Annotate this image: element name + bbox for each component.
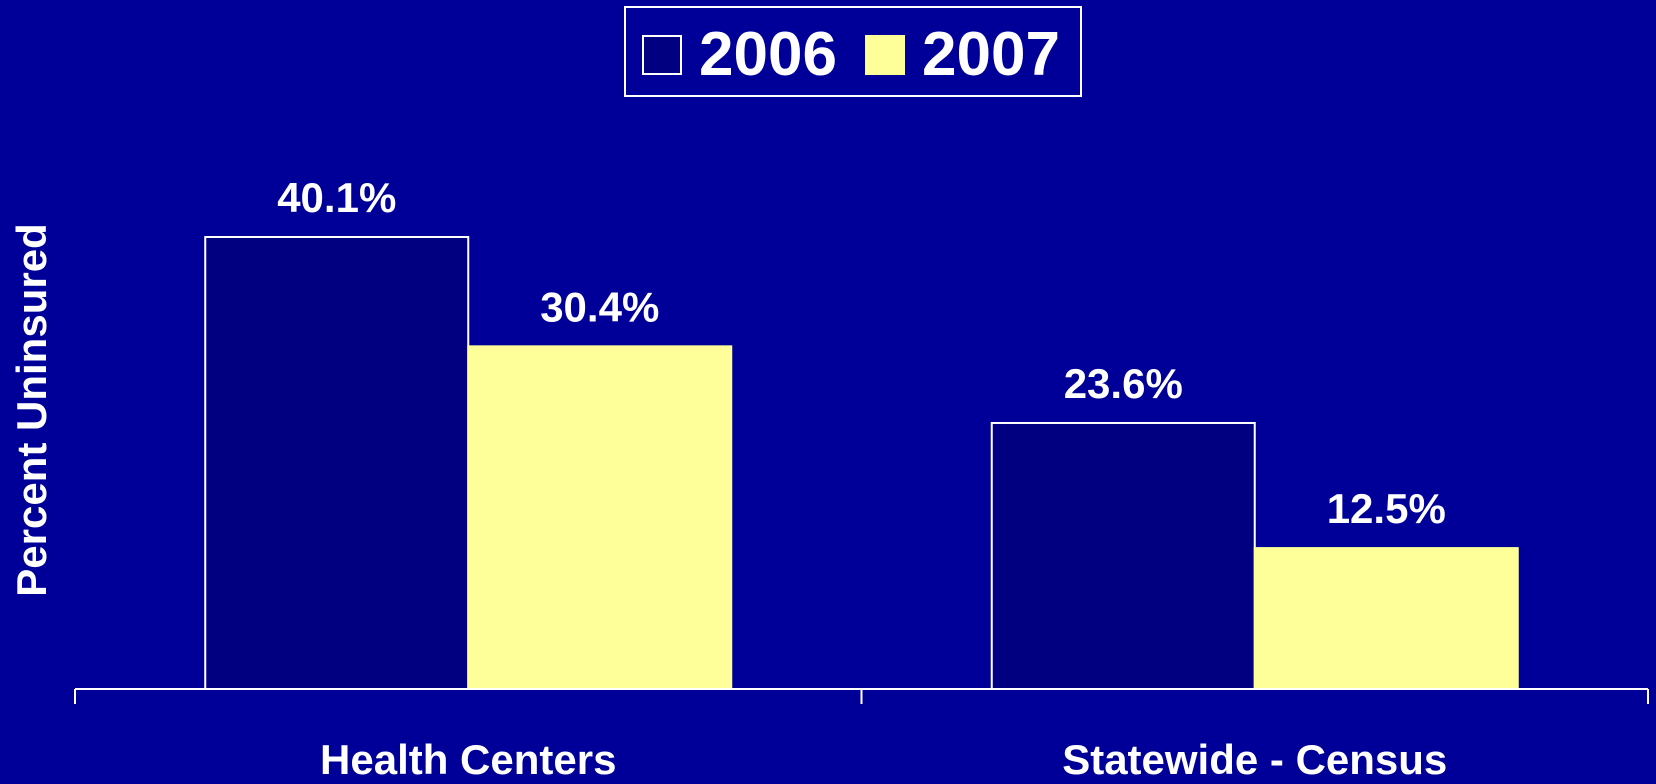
- legend-label-2006: 2006: [699, 20, 837, 89]
- legend-swatch-2007: [865, 35, 905, 75]
- bar-health-centers-2006: [204, 236, 470, 690]
- data-label-statewide-census-2007: 12.5%: [1327, 485, 1446, 532]
- bars: 40.1% 30.4% 23.6% 12.5%: [204, 174, 1519, 690]
- data-label-health-centers-2007: 30.4%: [540, 283, 659, 330]
- data-label-statewide-census-2006: 23.6%: [1064, 360, 1183, 407]
- bar-statewide-census-2007: [1253, 547, 1519, 690]
- category-label-health-centers: Health Centers: [320, 736, 616, 783]
- x-axis: Health Centers Statewide - Census: [74, 688, 1649, 783]
- bar-health-centers-2007: [467, 345, 733, 690]
- category-label-statewide-census: Statewide - Census: [1062, 736, 1447, 783]
- legend-label-2007: 2007: [922, 20, 1060, 89]
- legend: 2006 2007: [624, 6, 1082, 97]
- bar-statewide-census-2006: [990, 421, 1256, 690]
- legend-frame: [624, 6, 1082, 97]
- legend-swatch-2006: [642, 35, 682, 75]
- data-label-health-centers-2006: 40.1%: [277, 174, 396, 221]
- y-axis-label: Percent Uninsured: [8, 223, 55, 596]
